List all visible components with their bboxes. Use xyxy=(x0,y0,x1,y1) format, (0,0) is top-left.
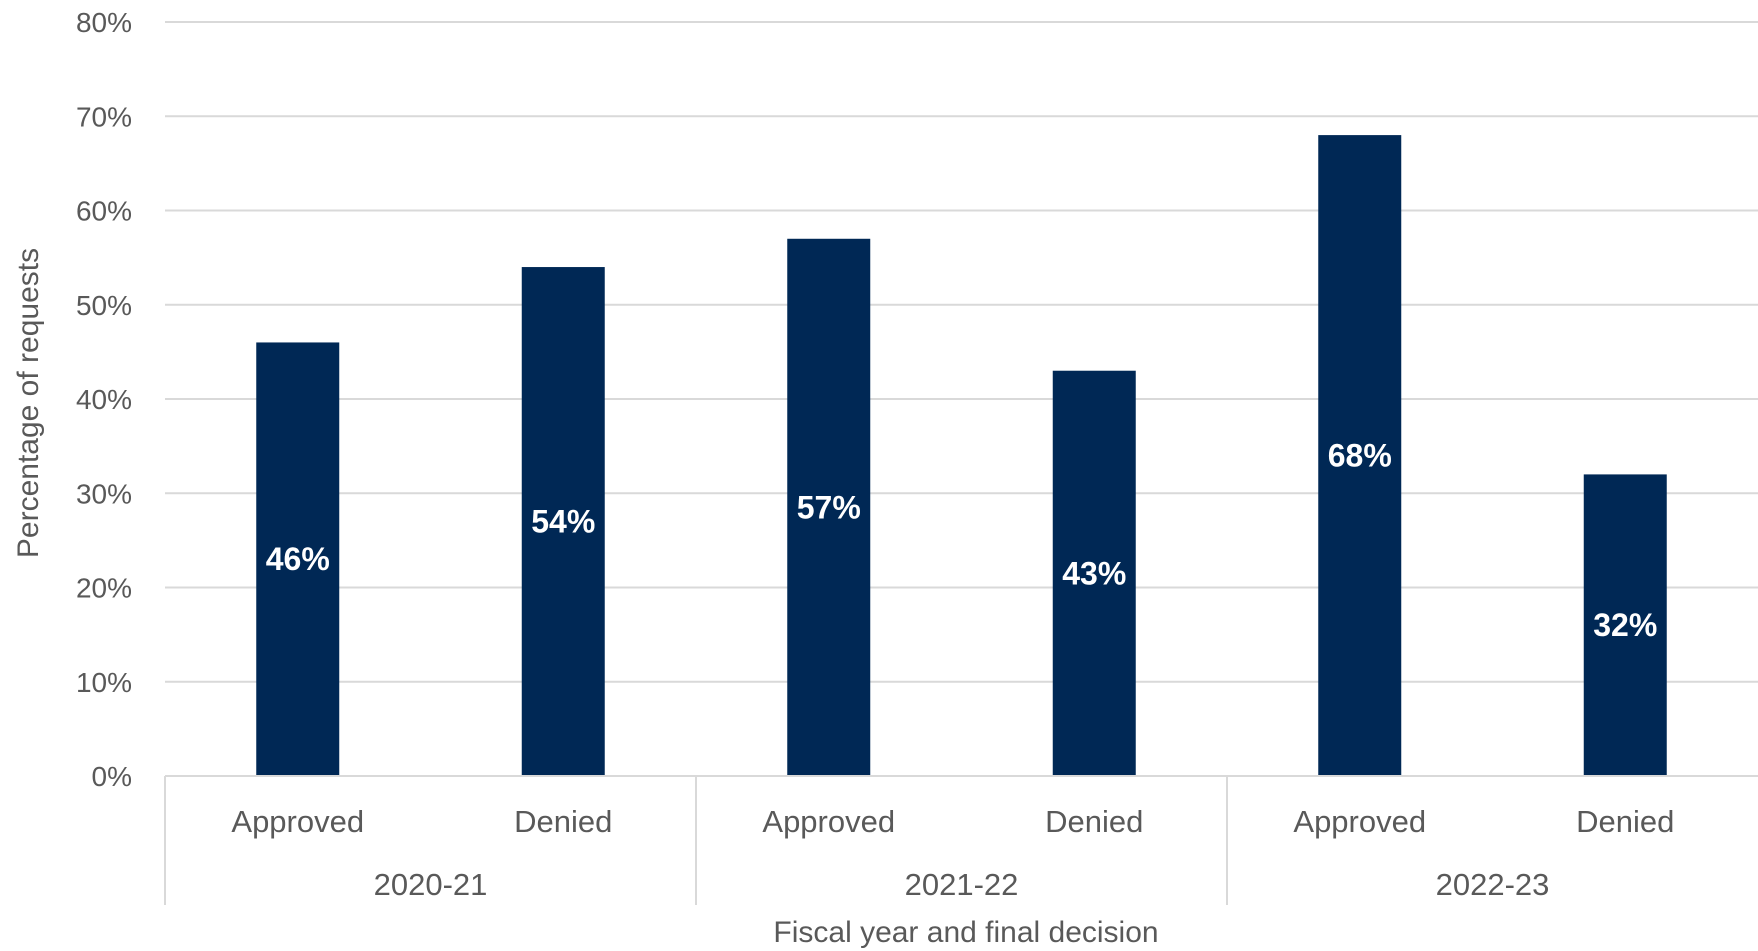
bar-data-label: 68% xyxy=(1328,438,1392,474)
y-axis-ticks: 0% 10% 20% 30% 40% 50% 60% 70% 80% xyxy=(76,7,132,792)
category-label: Denied xyxy=(514,804,612,839)
bar xyxy=(1318,135,1402,777)
y-tick-label: 60% xyxy=(76,196,132,227)
y-tick-label: 30% xyxy=(76,478,132,509)
bar-data-label: 46% xyxy=(266,541,330,577)
category-label: Approved xyxy=(1293,804,1426,839)
category-label: Approved xyxy=(231,804,364,839)
group-label: 2022-23 xyxy=(1436,867,1550,902)
bar-data-label: 43% xyxy=(1062,555,1126,591)
y-tick-label: 80% xyxy=(76,7,132,38)
category-label: Denied xyxy=(1045,804,1143,839)
category-label: Approved xyxy=(762,804,895,839)
bar xyxy=(256,342,340,776)
bar xyxy=(1583,474,1667,776)
group-label: 2020-21 xyxy=(374,867,488,902)
bar xyxy=(787,238,871,776)
y-tick-label: 50% xyxy=(76,290,132,321)
gridlines xyxy=(165,21,1758,777)
bar-data-label: 54% xyxy=(531,504,595,540)
y-tick-label: 20% xyxy=(76,573,132,604)
y-axis-title: Percentage of requests xyxy=(12,248,45,558)
y-tick-label: 70% xyxy=(76,101,132,132)
bar-data-label: 57% xyxy=(797,489,861,525)
bar xyxy=(521,267,605,776)
y-tick-label: 0% xyxy=(92,761,132,792)
bars: 46% 54% 57% 43% 68% 32% xyxy=(256,135,1667,777)
x-axis-title: Fiscal year and final decision xyxy=(773,916,1158,949)
y-tick-label: 10% xyxy=(76,667,132,698)
group-label: 2021-22 xyxy=(905,867,1019,902)
bar-data-label: 32% xyxy=(1593,607,1657,643)
category-label: Denied xyxy=(1576,804,1674,839)
x-axis: Approved Denied 2020-21 Approved Denied 2021-… xyxy=(164,775,1758,905)
y-tick-label: 40% xyxy=(76,384,132,415)
bar xyxy=(1052,370,1136,776)
